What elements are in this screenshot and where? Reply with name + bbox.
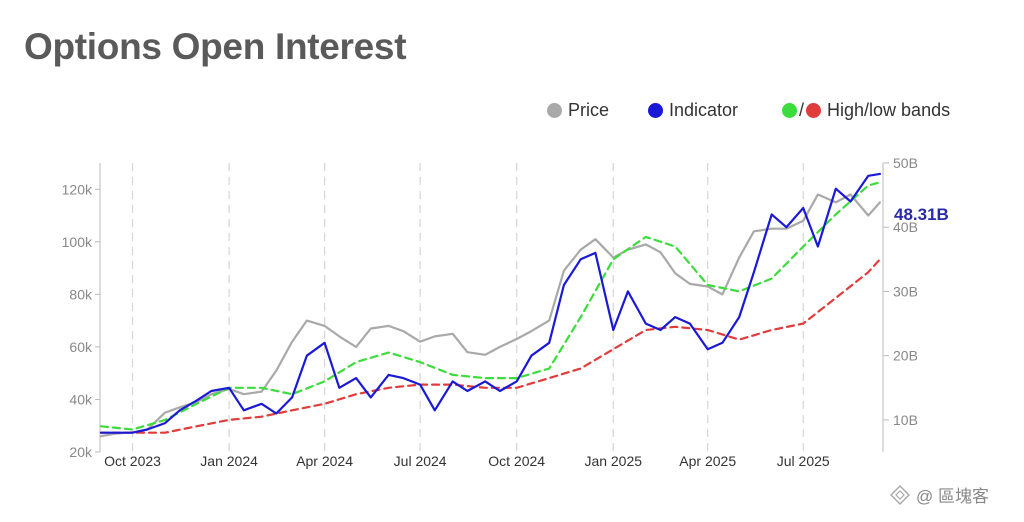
watermark-text: @ 區塊客 bbox=[916, 487, 989, 506]
right-tick-label: 20B bbox=[893, 348, 918, 364]
x-tick-label: Apr 2025 bbox=[679, 453, 736, 469]
x-axis-ticks: Oct 2023 Jan 2024 Apr 2024 Jul 2024 Oct 2024… bbox=[104, 453, 830, 469]
grid-lines bbox=[131, 163, 804, 452]
series-line-price bbox=[99, 193, 882, 438]
legend-item-indicator[interactable]: Indicator bbox=[648, 100, 738, 121]
low-band-dot-icon bbox=[806, 103, 822, 118]
legend-separator: / bbox=[799, 100, 805, 120]
right-axis-ticks: 10B 20B 30B 40B 50B bbox=[883, 155, 918, 428]
left-tick-label: 100k bbox=[62, 234, 93, 250]
series-line-low-band bbox=[99, 258, 882, 434]
left-tick-label: 60k bbox=[69, 339, 93, 355]
left-axis-ticks: 20k 40k 60k 80k 100k 120k bbox=[62, 181, 100, 460]
legend-label-bands: High/low bands bbox=[827, 100, 951, 120]
right-tick-label: 40B bbox=[893, 219, 918, 235]
legend-label-price: Price bbox=[568, 100, 610, 120]
series-group bbox=[99, 172, 882, 438]
legend-item-price[interactable]: Price bbox=[547, 100, 609, 121]
right-tick-label: 50B bbox=[893, 155, 918, 171]
left-tick-label: 80k bbox=[69, 286, 93, 302]
legend-item-bands[interactable]: / High/low bands bbox=[782, 100, 950, 121]
x-tick-label: Jul 2024 bbox=[394, 453, 447, 469]
x-tick-label: Apr 2024 bbox=[296, 453, 353, 469]
left-tick-label: 40k bbox=[69, 391, 93, 407]
price-dot-icon bbox=[547, 103, 562, 118]
watermark: @ 區塊客 bbox=[890, 482, 989, 507]
legend-label-indicator: Indicator bbox=[669, 100, 739, 120]
x-tick-label: Oct 2023 bbox=[104, 453, 161, 469]
chart-title: Options Open Interest bbox=[24, 26, 407, 67]
x-tick-label: Oct 2024 bbox=[488, 453, 545, 469]
watermark-diamond-icon bbox=[890, 484, 910, 505]
right-tick-label: 30B bbox=[893, 283, 918, 299]
high-band-dot-icon bbox=[782, 103, 797, 118]
x-tick-label: Jan 2024 bbox=[200, 453, 258, 469]
series-line-high-band bbox=[99, 181, 882, 431]
left-tick-label: 120k bbox=[62, 181, 93, 197]
latest-value-label: 48.31B bbox=[894, 205, 949, 224]
left-tick-label: 20k bbox=[69, 444, 93, 460]
series-line-indicator bbox=[99, 172, 882, 434]
indicator-dot-icon bbox=[648, 103, 663, 118]
right-tick-label: 10B bbox=[893, 412, 918, 428]
x-tick-label: Jan 2025 bbox=[584, 453, 642, 469]
x-tick-label: Jul 2025 bbox=[777, 453, 830, 469]
legend: Price Indicator / High/low bands bbox=[0, 100, 1024, 124]
